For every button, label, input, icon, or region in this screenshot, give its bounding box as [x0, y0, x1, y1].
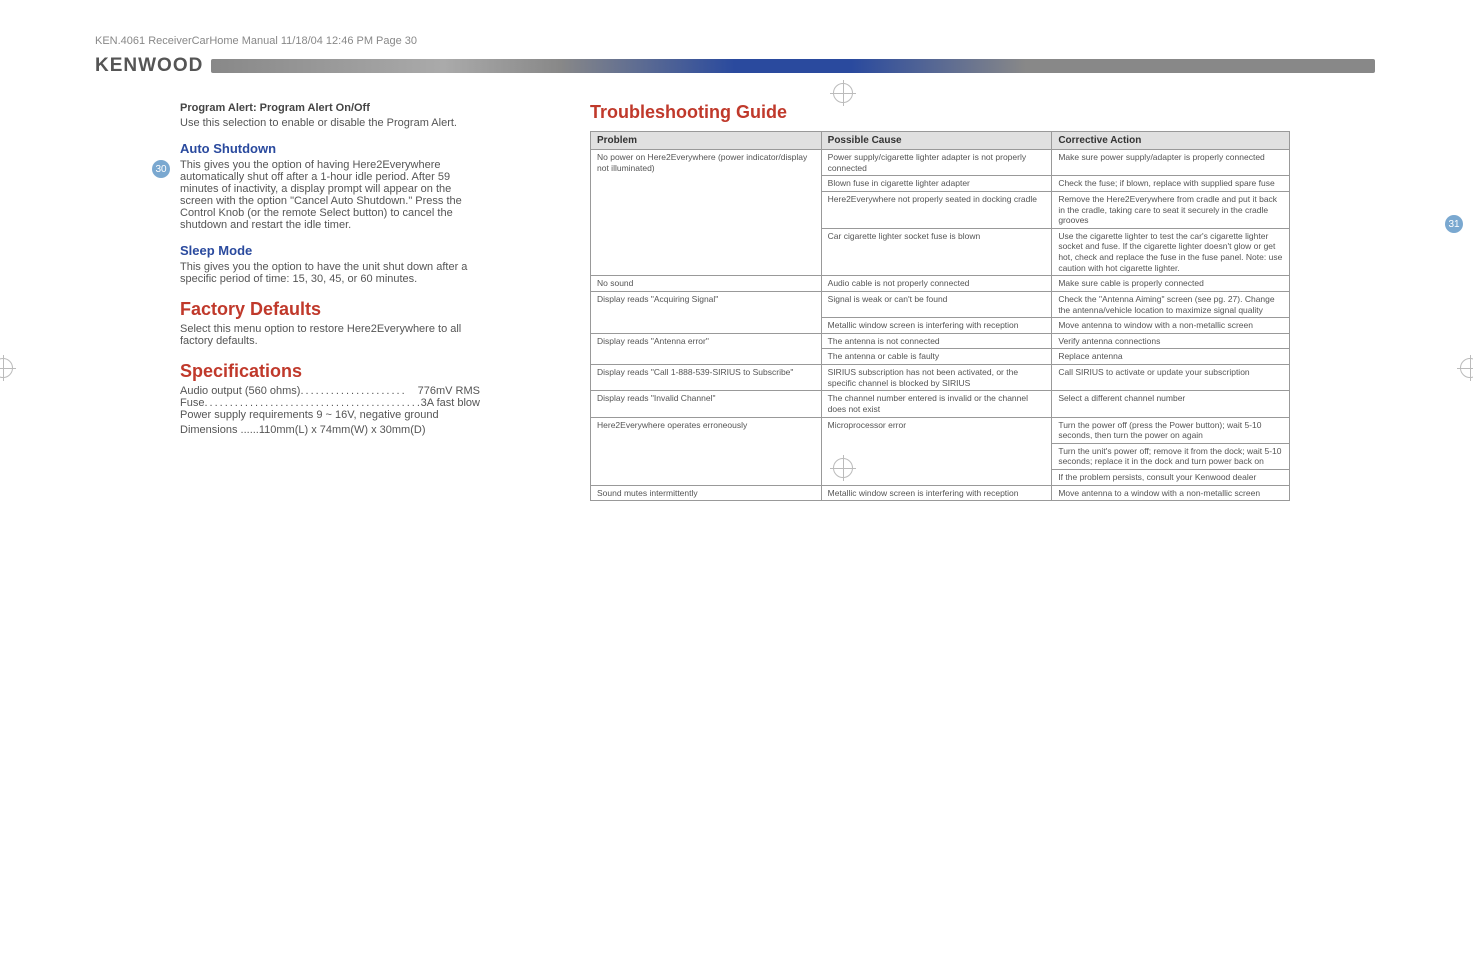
spec-row-audio: Audio output (560 ohms) ................…: [180, 385, 480, 397]
page-number-right: 31: [1445, 215, 1463, 233]
cell-action: Move antenna to window with a non-metall…: [1052, 318, 1290, 334]
program-alert-body: Use this selection to enable or disable …: [180, 117, 480, 129]
cell-cause: Blown fuse in cigarette lighter adapter: [821, 176, 1052, 192]
cell-problem: Display reads "Call 1-888-539-SIRIUS to …: [591, 365, 822, 391]
th-problem: Problem: [591, 132, 822, 150]
specifications-heading: Specifications: [180, 361, 480, 382]
spec-row-fuse: Fuse ...................................…: [180, 397, 480, 409]
cell-cause: Power supply/cigarette lighter adapter i…: [821, 150, 1052, 176]
crop-mark-right: [1457, 355, 1473, 381]
auto-shutdown-heading: Auto Shutdown: [180, 141, 480, 156]
cell-cause: Audio cable is not properly connected: [821, 276, 1052, 292]
cell-problem: Display reads "Acquiring Signal": [591, 291, 822, 333]
spec-row-power: Power supply requirements 9 ~ 16V, negat…: [180, 409, 480, 421]
cell-cause: SIRIUS subscription has not been activat…: [821, 365, 1052, 391]
cell-action: Check the fuse; if blown, replace with s…: [1052, 176, 1290, 192]
factory-defaults-body: Select this menu option to restore Here2…: [180, 323, 480, 347]
troubleshooting-title: Troubleshooting Guide: [590, 102, 1290, 123]
troubleshooting-table: Problem Possible Cause Corrective Action…: [590, 131, 1290, 501]
spec-label: Audio output (560 ohms): [180, 385, 300, 397]
table-row: Here2Everywhere operates erroneouslyMicr…: [591, 417, 1290, 443]
cell-action: Select a different channel number: [1052, 391, 1290, 417]
cell-action: Make sure power supply/adapter is proper…: [1052, 150, 1290, 176]
crop-mark-top: [830, 80, 856, 106]
cell-action: Verify antenna connections: [1052, 333, 1290, 349]
spec-dots: .....................: [300, 385, 417, 397]
cell-action: Use the cigarette lighter to test the ca…: [1052, 228, 1290, 276]
cell-action: If the problem persists, consult your Ke…: [1052, 470, 1290, 486]
cell-problem: Display reads "Invalid Channel": [591, 391, 822, 417]
th-action: Corrective Action: [1052, 132, 1290, 150]
cell-problem: Display reads "Antenna error": [591, 333, 822, 364]
cell-cause: Here2Everywhere not properly seated in d…: [821, 191, 1052, 228]
cell-problem: No power on Here2Everywhere (power indic…: [591, 150, 822, 276]
cell-cause: The antenna or cable is faulty: [821, 349, 1052, 365]
crop-mark-bottom: [830, 455, 856, 481]
table-row: Display reads "Invalid Channel"The chann…: [591, 391, 1290, 417]
spec-dots: ........................................…: [204, 397, 420, 409]
sleep-mode-body: This gives you the option to have the un…: [180, 261, 480, 285]
table-row: Sound mutes intermittentlyMetallic windo…: [591, 485, 1290, 501]
cell-cause: The channel number entered is invalid or…: [821, 391, 1052, 417]
th-cause: Possible Cause: [821, 132, 1052, 150]
crop-mark-left: [0, 355, 16, 381]
factory-defaults-heading: Factory Defaults: [180, 299, 480, 320]
cell-action: Turn the unit's power off; remove it fro…: [1052, 443, 1290, 469]
spec-label: Fuse: [180, 397, 204, 409]
page-number-left: 30: [152, 160, 170, 178]
cell-action: Remove the Here2Everywhere from cradle a…: [1052, 191, 1290, 228]
cell-action: Call SIRIUS to activate or update your s…: [1052, 365, 1290, 391]
cell-problem: No sound: [591, 276, 822, 292]
cell-action: Check the "Antenna Aiming" screen (see p…: [1052, 291, 1290, 317]
table-row: Display reads "Call 1-888-539-SIRIUS to …: [591, 365, 1290, 391]
cell-cause: Metallic window screen is interfering wi…: [821, 485, 1052, 501]
cell-action: Replace antenna: [1052, 349, 1290, 365]
cell-cause: Metallic window screen is interfering wi…: [821, 318, 1052, 334]
spec-row-dimensions: Dimensions ......110mm(L) x 74mm(W) x 30…: [180, 424, 480, 436]
cell-cause: The antenna is not connected: [821, 333, 1052, 349]
table-row: No soundAudio cable is not properly conn…: [591, 276, 1290, 292]
table-row: Display reads "Acquiring Signal"Signal i…: [591, 291, 1290, 317]
cell-problem: Sound mutes intermittently: [591, 485, 822, 501]
header-bar: [211, 59, 1375, 73]
cell-action: Move antenna to a window with a non-meta…: [1052, 485, 1290, 501]
spec-value: 776mV RMS: [418, 385, 480, 397]
cell-cause: Signal is weak or can't be found: [821, 291, 1052, 317]
cell-action: Make sure cable is properly connected: [1052, 276, 1290, 292]
cell-problem: Here2Everywhere operates erroneously: [591, 417, 822, 485]
table-row: Display reads "Antenna error"The antenna…: [591, 333, 1290, 349]
program-alert-title: Program Alert: Program Alert On/Off: [180, 102, 480, 114]
spec-value: 3A fast blow: [421, 397, 480, 409]
sleep-mode-heading: Sleep Mode: [180, 243, 480, 258]
cell-cause: Car cigarette lighter socket fuse is blo…: [821, 228, 1052, 276]
brand-logo: KENWOOD: [95, 55, 203, 77]
table-row: No power on Here2Everywhere (power indic…: [591, 150, 1290, 176]
print-header: KEN.4061 ReceiverCarHome Manual 11/18/04…: [95, 35, 1375, 47]
auto-shutdown-body: This gives you the option of having Here…: [180, 159, 480, 231]
cell-action: Turn the power off (press the Power butt…: [1052, 417, 1290, 443]
